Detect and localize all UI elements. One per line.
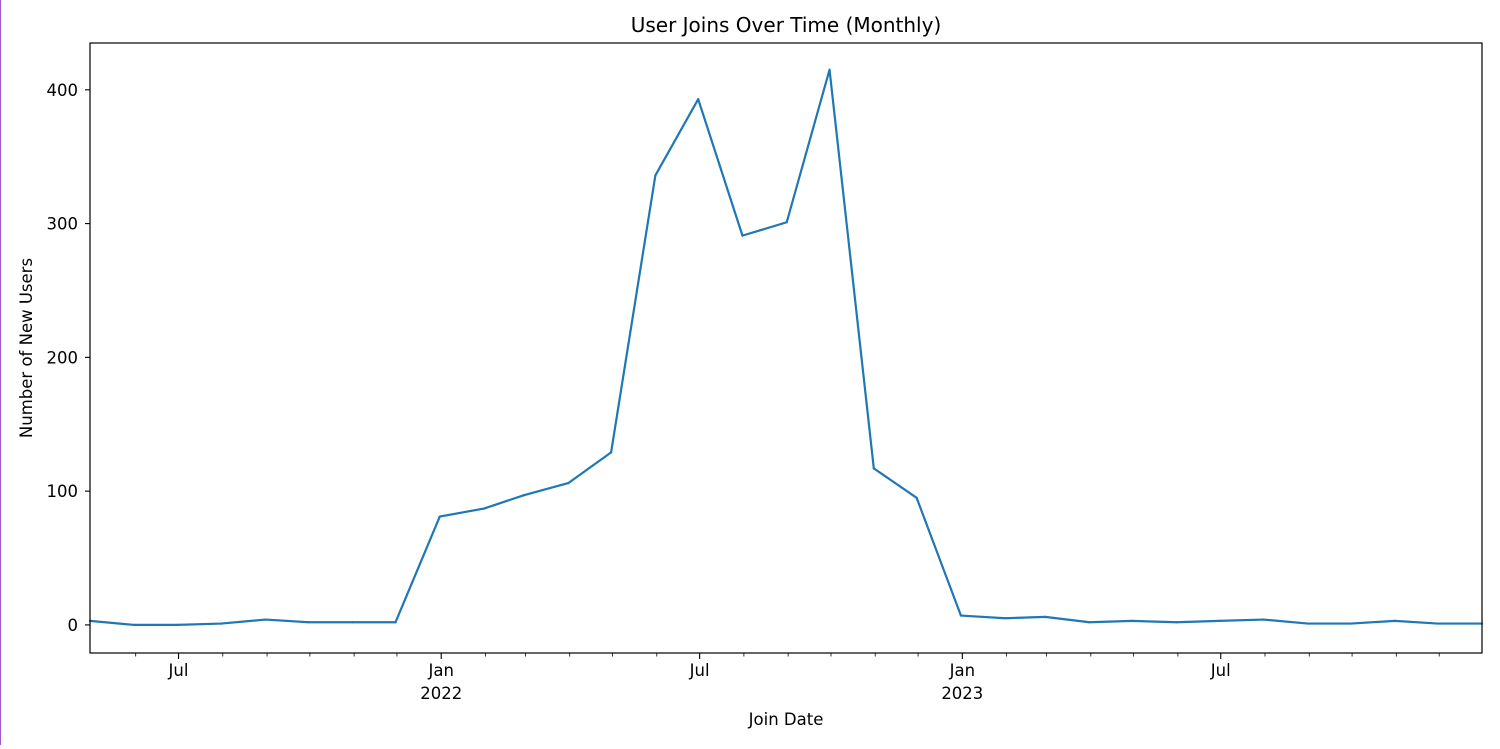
series-line <box>89 68 1482 627</box>
x-tick-label: Jan <box>949 661 975 680</box>
axis-ticks: 0 100 200 300 400 Jul Jan 2022 Jul Jan 2023 Jul <box>47 81 1440 703</box>
data-point <box>828 68 831 71</box>
x-tick-label: Jul <box>168 661 189 680</box>
y-tick-label: 300 <box>47 215 79 234</box>
x-tick-year-label: 2022 <box>420 684 462 703</box>
data-point <box>1262 618 1265 621</box>
data-point <box>482 507 486 510</box>
data-point <box>394 621 397 624</box>
data-point <box>351 621 354 624</box>
data-point <box>785 221 788 224</box>
plot-frame <box>89 42 1483 654</box>
window-edge <box>0 0 1 745</box>
data-point <box>1088 621 1091 624</box>
x-tick-label: Jan <box>427 661 453 680</box>
chart-title: User Joins Over Time (Monthly) <box>631 13 942 37</box>
x-tick-label: Jul <box>1210 661 1231 680</box>
data-point <box>1393 619 1397 622</box>
y-tick-label: 400 <box>47 81 79 100</box>
data-point <box>264 618 267 621</box>
data-point <box>915 496 918 499</box>
plot-area <box>88 68 1484 627</box>
data-point <box>610 451 613 454</box>
y-tick-label: 200 <box>47 348 79 367</box>
data-point <box>1004 617 1007 620</box>
data-point <box>872 467 875 470</box>
x-tick-label: Jul <box>689 661 710 680</box>
y-axis-label: Number of New Users <box>17 258 36 438</box>
data-point <box>741 234 744 237</box>
data-point <box>133 623 136 627</box>
data-point <box>1436 622 1439 625</box>
data-point <box>175 623 179 627</box>
data-point <box>1175 621 1178 624</box>
data-point <box>1131 619 1134 622</box>
x-axis-label: Join Date <box>748 710 824 729</box>
data-point <box>1218 619 1221 622</box>
data-point <box>522 494 526 497</box>
data-point <box>1306 622 1309 625</box>
data-point <box>1349 622 1352 625</box>
data-point <box>438 515 441 518</box>
data-point <box>220 622 223 625</box>
y-tick-label: 100 <box>47 482 79 501</box>
data-point <box>307 621 310 624</box>
data-point <box>959 614 962 617</box>
y-tick-label: 0 <box>68 616 79 635</box>
data-point <box>697 98 700 101</box>
x-tick-year-label: 2023 <box>941 684 983 703</box>
data-point <box>654 174 657 177</box>
data-point <box>1044 615 1047 618</box>
data-point <box>567 482 570 485</box>
